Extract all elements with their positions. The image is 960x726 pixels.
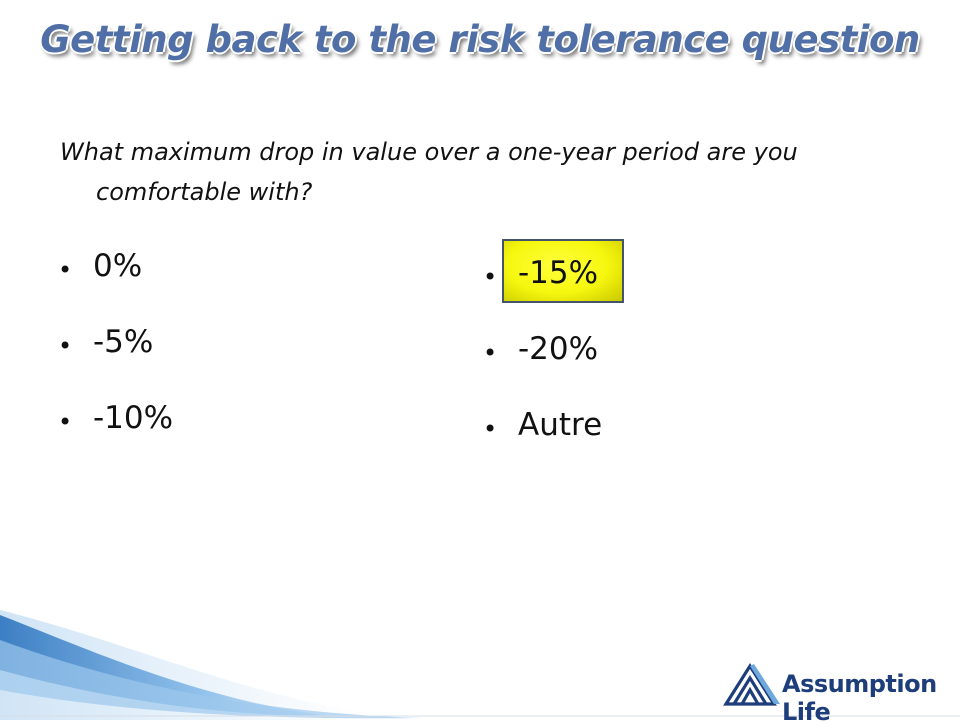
option-label: -20% xyxy=(518,331,599,367)
bullet-icon: • xyxy=(483,415,498,443)
option-label: 0% xyxy=(93,248,143,284)
slide-title: Getting back to the risk tolerance quest… xyxy=(40,18,920,61)
bullet-icon: • xyxy=(483,339,498,367)
bullet-icon: • xyxy=(58,332,73,360)
selected-option-highlight xyxy=(502,239,624,303)
option-label: -5% xyxy=(93,324,154,360)
assumption-life-pyramid-icon xyxy=(723,663,780,706)
bullet-icon: • xyxy=(58,408,73,436)
question-text: What maximum drop in value over a one-ye… xyxy=(60,138,798,206)
option-label: -15% xyxy=(518,255,599,291)
option-label: -10% xyxy=(93,400,174,436)
option-label: Autre xyxy=(518,407,603,443)
company-logo-text: Assumption Life xyxy=(782,670,937,726)
bullet-icon: • xyxy=(58,256,73,284)
bullet-icon: • xyxy=(483,263,498,291)
